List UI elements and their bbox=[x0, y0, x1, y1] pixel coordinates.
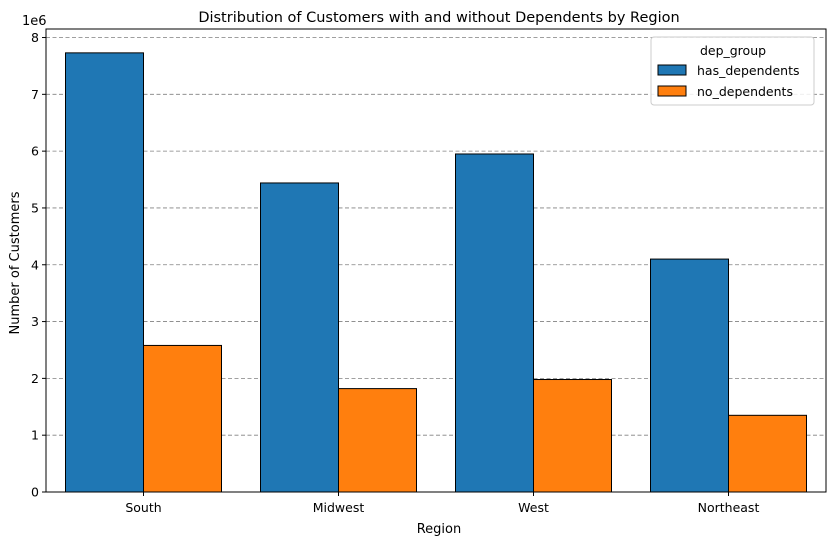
x-tick-label: West bbox=[518, 500, 549, 515]
y-tick-label: 4 bbox=[31, 257, 39, 272]
y-tick-label: 0 bbox=[31, 485, 39, 500]
y-tick-label: 5 bbox=[31, 200, 39, 215]
x-tick-label: Northeast bbox=[698, 500, 760, 515]
legend-title: dep_group bbox=[700, 43, 766, 58]
bar-no-dependents-west bbox=[533, 379, 612, 493]
y-tick-label: 1 bbox=[31, 428, 39, 443]
bar-no-dependents-northeast bbox=[728, 414, 807, 493]
bar-has-dependents-northeast bbox=[650, 258, 729, 493]
legend-swatch-no-dependents bbox=[657, 85, 687, 97]
legend: dep_group has_dependents no_dependents bbox=[650, 36, 815, 106]
plot-frame bbox=[45, 28, 827, 493]
x-tick-label: South bbox=[125, 500, 161, 515]
bar-no-dependents-south bbox=[143, 344, 222, 493]
x-tick-label: Midwest bbox=[313, 500, 365, 515]
bar-has-dependents-midwest bbox=[260, 182, 339, 493]
y-axis-label: Number of Customers bbox=[8, 191, 23, 334]
y-tick-label: 3 bbox=[31, 314, 39, 329]
legend-label-no-dependents: no_dependents bbox=[697, 84, 793, 99]
y-tick-label: 8 bbox=[31, 30, 39, 45]
bar-no-dependents-midwest bbox=[338, 388, 417, 493]
bars bbox=[65, 52, 807, 493]
y-axis-ticks: 0 1 2 3 4 5 6 7 8 bbox=[31, 30, 46, 500]
y-axis-offset-label: 1e6 bbox=[22, 14, 47, 29]
x-axis-label: Region bbox=[417, 522, 462, 537]
legend-label-has-dependents: has_dependents bbox=[697, 63, 799, 78]
chart-title: Distribution of Customers with and witho… bbox=[198, 10, 679, 26]
bar-has-dependents-south bbox=[65, 52, 144, 493]
y-tick-label: 2 bbox=[31, 371, 39, 386]
y-tick-label: 7 bbox=[31, 87, 39, 102]
x-axis-ticks: South Midwest West Northeast bbox=[125, 492, 759, 515]
legend-box bbox=[650, 36, 815, 106]
legend-swatch-has-dependents bbox=[657, 64, 687, 76]
bar-has-dependents-west bbox=[455, 153, 534, 493]
y-tick-label: 6 bbox=[31, 144, 39, 159]
